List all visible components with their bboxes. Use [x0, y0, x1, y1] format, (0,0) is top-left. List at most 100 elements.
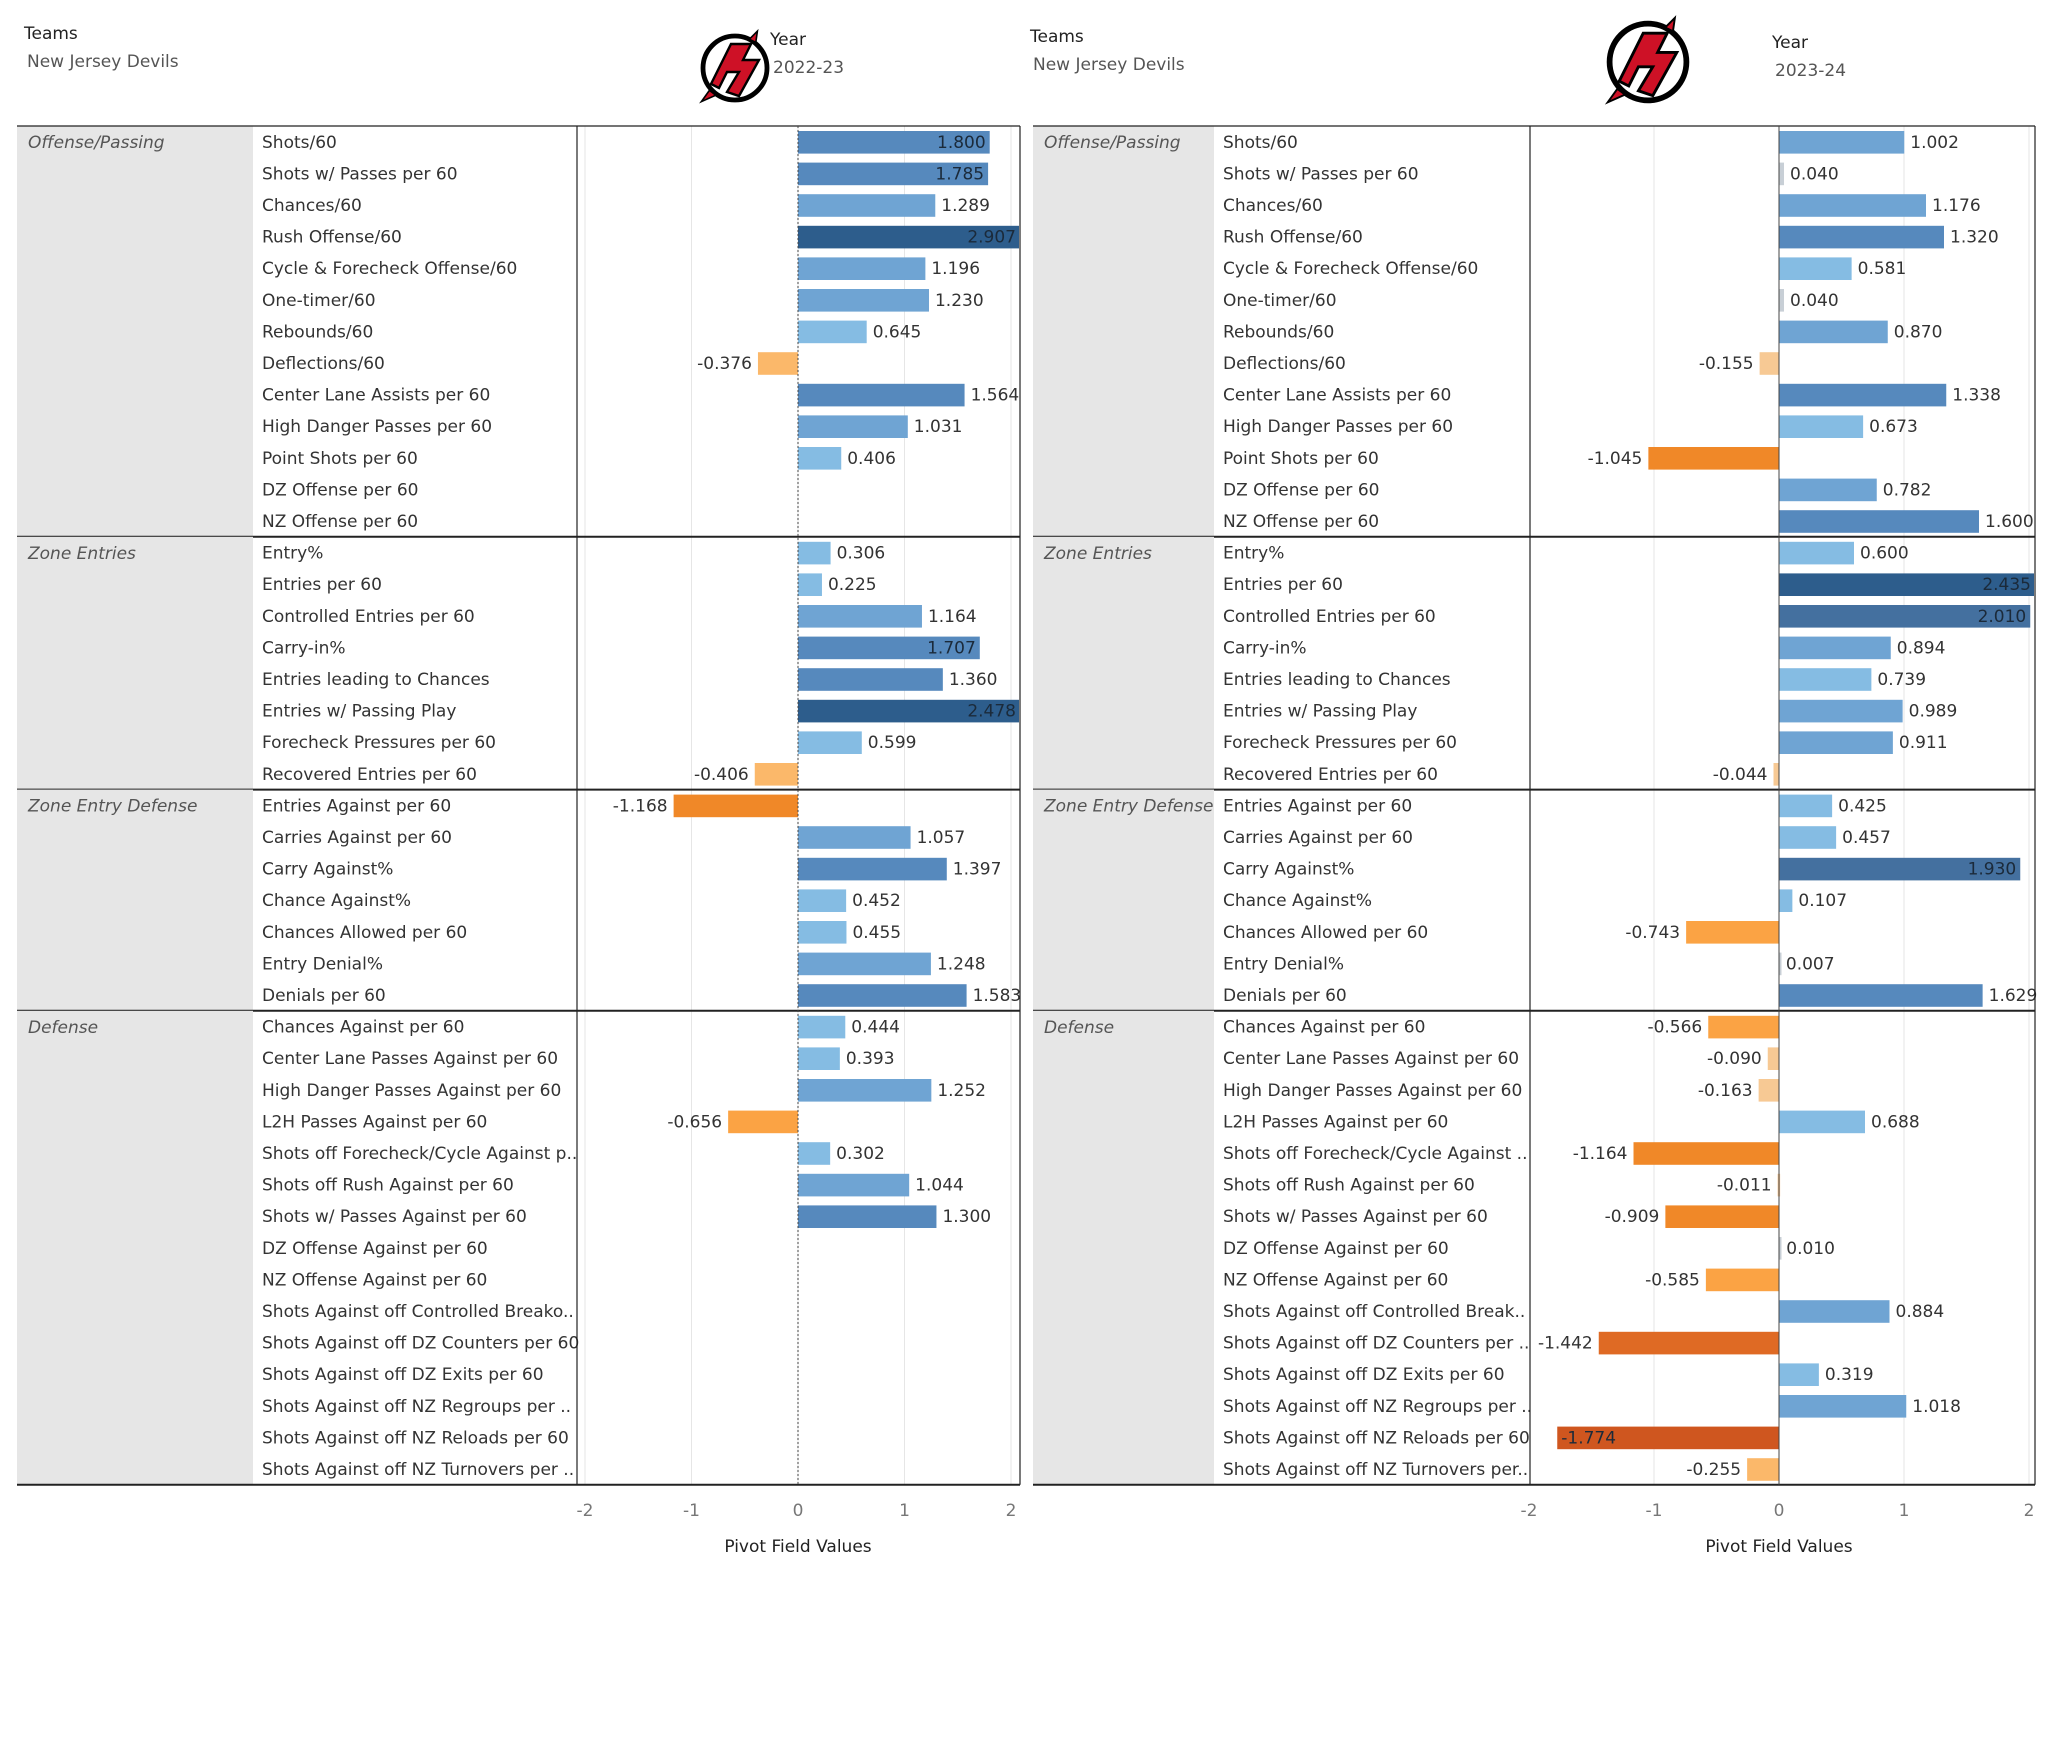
- data-label: 1.289: [941, 196, 990, 216]
- data-label: 1.707: [927, 638, 976, 658]
- metric-label: Shots Against off NZ Turnovers per..: [1223, 1460, 1528, 1480]
- group-header-bg: [17, 789, 253, 1011]
- bar: [798, 889, 847, 912]
- bar: [1779, 826, 1837, 849]
- metric-label: L2H Passes Against per 60: [1223, 1112, 1448, 1132]
- metric-label: Shots Against off DZ Counters per ..: [1223, 1334, 1529, 1354]
- metric-label: Shots Against off NZ Regroups per ..: [262, 1397, 571, 1417]
- x-tick-label: -1: [683, 1501, 700, 1521]
- group-label: Zone Entry Defense: [1043, 797, 1213, 817]
- metric-label: Shots Against off DZ Exits per 60: [262, 1365, 544, 1385]
- group-header-bg: [1033, 789, 1214, 1011]
- metric-label: L2H Passes Against per 60: [262, 1112, 487, 1132]
- x-axis-title: Pivot Field Values: [1705, 1537, 1852, 1557]
- group-header-bg: [1033, 126, 1214, 537]
- teams-filter-value[interactable]: New Jersey Devils: [27, 52, 179, 72]
- x-tick-label: -2: [577, 1501, 594, 1521]
- metric-label: Shots off Rush Against per 60: [1223, 1176, 1475, 1196]
- bar: [1779, 1363, 1819, 1386]
- bar: [798, 573, 822, 596]
- bar: [1557, 1426, 1779, 1450]
- metric-label: DZ Offense per 60: [262, 480, 418, 500]
- data-label: 1.252: [937, 1081, 986, 1101]
- metric-label: Center Lane Assists per 60: [262, 386, 490, 406]
- bar: [728, 1110, 798, 1134]
- metric-label: Shots off Rush Against per 60: [262, 1176, 514, 1196]
- data-label: 1.338: [1952, 386, 2001, 406]
- group-header-bg: [1033, 1010, 1214, 1485]
- bar: [1779, 478, 1877, 502]
- data-label: -0.255: [1686, 1460, 1741, 1480]
- data-label: 0.782: [1883, 480, 1932, 500]
- bar: [798, 131, 990, 154]
- data-label: 1.164: [928, 607, 977, 627]
- group-label: Zone Entries: [27, 544, 136, 564]
- metric-label: Chances Allowed per 60: [262, 923, 467, 943]
- data-label: 1.018: [1912, 1397, 1961, 1417]
- data-label: 1.002: [1910, 133, 1959, 153]
- data-label: 0.894: [1897, 638, 1946, 658]
- metric-label: Shots Against off DZ Counters per 60: [262, 1334, 579, 1354]
- group-label: Defense: [28, 1018, 98, 1038]
- year-filter-value[interactable]: 2022-23: [773, 58, 845, 78]
- x-tick-label: 2: [1006, 1501, 1017, 1521]
- data-label: -1.442: [1538, 1334, 1593, 1354]
- metric-label: Shots w/ Passes Against per 60: [1223, 1207, 1488, 1227]
- bar: [798, 225, 1019, 249]
- bar: [798, 383, 965, 407]
- data-label: 1.230: [935, 291, 984, 311]
- metric-label: Deflections/60: [262, 354, 385, 374]
- data-label: -1.774: [1561, 1428, 1616, 1448]
- bar: [1779, 794, 1833, 818]
- group-label: Offense/Passing: [28, 133, 165, 153]
- bar: [1779, 383, 1947, 407]
- bar: [798, 447, 842, 470]
- bar: [1665, 1205, 1779, 1228]
- data-label: -0.090: [1707, 1049, 1762, 1069]
- metric-label: Center Lane Passes Against per 60: [262, 1049, 558, 1069]
- bar: [1779, 257, 1852, 280]
- data-label: 0.645: [873, 322, 922, 342]
- data-label: 1.176: [1932, 196, 1981, 216]
- metric-label: Shots w/ Passes Against per 60: [262, 1207, 527, 1227]
- metric-label: Denials per 60: [1223, 986, 1347, 1006]
- metric-label: Shots w/ Passes per 60: [1223, 164, 1419, 184]
- data-label: 1.564: [971, 386, 1020, 406]
- group-header-bg: [17, 126, 253, 537]
- data-label: 0.040: [1790, 164, 1839, 184]
- data-label: 0.406: [847, 449, 896, 469]
- bar: [798, 984, 967, 1007]
- metric-label: Chances Against per 60: [1223, 1018, 1425, 1038]
- data-label: 1.248: [937, 954, 986, 974]
- devils-logo: [695, 28, 775, 108]
- data-label: 1.785: [935, 164, 984, 184]
- data-label: 1.320: [1950, 228, 1999, 248]
- data-label: 0.688: [1871, 1112, 1920, 1132]
- metric-label: Point Shots per 60: [1223, 449, 1379, 469]
- teams-filter-value[interactable]: New Jersey Devils: [1033, 55, 1185, 75]
- data-label: 1.031: [914, 417, 963, 437]
- bar: [1779, 320, 1888, 344]
- metric-label: One-timer/60: [1223, 291, 1337, 311]
- bar: [798, 1173, 910, 1197]
- data-label: 1.600: [1985, 512, 2034, 532]
- bar: [1779, 1110, 1865, 1134]
- year-filter-value[interactable]: 2023-24: [1775, 61, 1847, 81]
- bar: [798, 320, 867, 344]
- metric-label: Forecheck Pressures per 60: [262, 733, 496, 753]
- x-tick-label: 0: [1774, 1501, 1785, 1521]
- data-label: 0.444: [851, 1018, 900, 1038]
- year-filter-title: Year: [1772, 33, 1808, 53]
- group-label: Zone Entries: [1043, 544, 1152, 564]
- x-tick-label: 1: [1899, 1501, 1910, 1521]
- data-label: 1.360: [949, 670, 998, 690]
- metric-label: Carry Against%: [1223, 860, 1354, 880]
- x-tick-label: 1: [899, 1501, 910, 1521]
- data-label: 1.196: [931, 259, 980, 279]
- metric-label: Entries w/ Passing Play: [1223, 702, 1417, 722]
- bar: [1779, 731, 1893, 754]
- bar: [1779, 415, 1864, 438]
- metric-label: Shots Against off DZ Exits per 60: [1223, 1365, 1505, 1385]
- data-label: 0.007: [1786, 954, 1835, 974]
- metric-label: Entries Against per 60: [262, 796, 451, 816]
